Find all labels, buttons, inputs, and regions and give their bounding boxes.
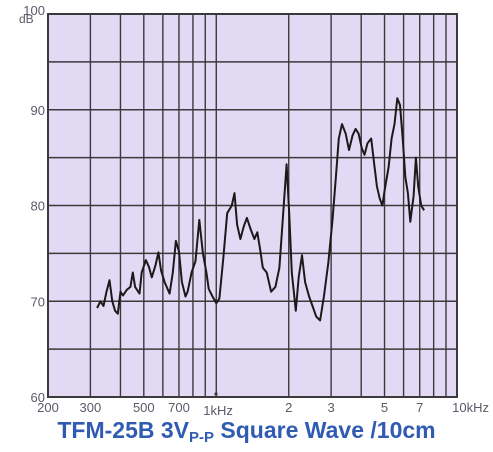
x-tick-label: 10kHz — [452, 400, 489, 415]
x-axis-tick-labels: 200 300 500 700 1kHz 2 3 5 7 10kHz — [37, 400, 489, 418]
response-curve — [96, 97, 425, 322]
x-axis-1khz-marker — [214, 392, 218, 396]
y-tick-label: 100 — [23, 3, 45, 18]
caption-model: TFM-25B 3V — [57, 417, 190, 443]
chart-caption: TFM-25B 3VP-P Square Wave /10cm — [0, 417, 493, 446]
x-tick-label: 3 — [328, 400, 335, 415]
x-tick-label: 200 — [37, 400, 59, 415]
x-tick-label: 700 — [168, 400, 190, 415]
y-tick-label: 60 — [31, 390, 45, 405]
y-tick-label: 80 — [31, 199, 45, 214]
x-tick-label: 1kHz — [203, 403, 233, 418]
y-tick-label: 70 — [31, 294, 45, 309]
plot-frame — [47, 13, 458, 398]
y-tick-label: 90 — [31, 103, 45, 118]
x-tick-label: 2 — [285, 400, 292, 415]
y-axis-unit: dB — [19, 12, 34, 26]
x-tick-label: 300 — [80, 400, 102, 415]
x-tick-label: 500 — [133, 400, 155, 415]
y-axis-tick-labels: 60 70 80 90 100 — [23, 3, 45, 405]
caption-subscript: P-P — [189, 429, 215, 446]
x-tick-label: 7 — [416, 400, 423, 415]
caption-description: Square Wave /10cm — [214, 417, 436, 443]
x-tick-label: 5 — [381, 400, 388, 415]
